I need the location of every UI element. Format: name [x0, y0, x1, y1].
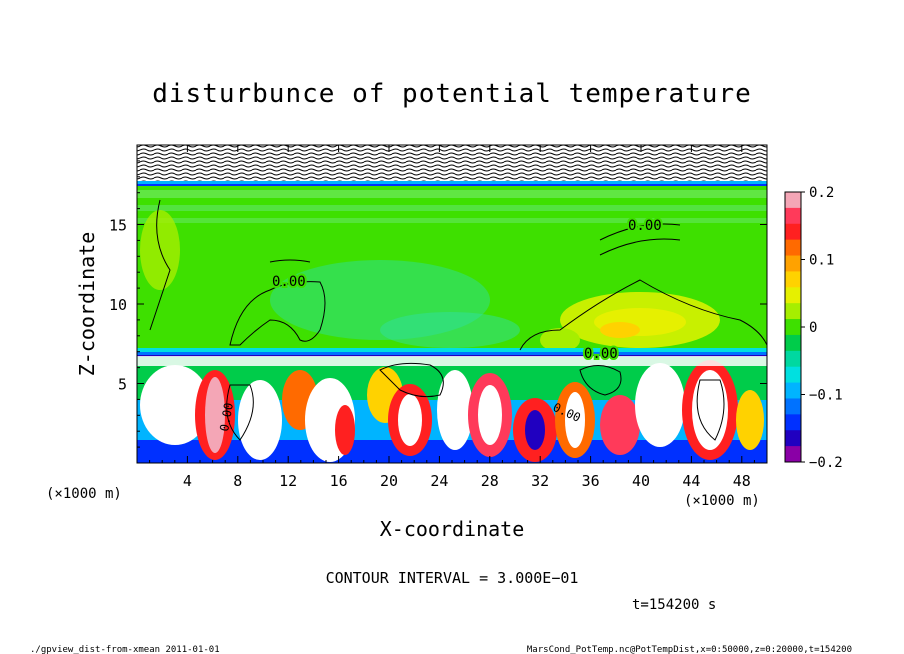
x-unit-right: (×1000 m)	[684, 493, 760, 509]
x-tick-label: 20	[380, 472, 398, 490]
colorbar-swatch	[785, 398, 801, 415]
x-axis-label: X-coordinate	[380, 517, 525, 541]
colorbar-swatch	[785, 334, 801, 352]
y-tick-label: 5	[118, 376, 127, 394]
y-tick-label: 15	[109, 217, 127, 235]
x-tick-label: 4	[183, 472, 192, 490]
chart-title: disturbunce of potential temperature	[152, 79, 752, 109]
contour-label-group: 0.00 0.00 0.00 0.00 0.00	[217, 216, 664, 433]
colorbar	[785, 192, 801, 463]
colorbar-swatch	[785, 319, 801, 336]
colorbar-swatch	[785, 430, 801, 447]
colorbar-tick-label: −0.2	[809, 455, 843, 471]
x-tick-label: 48	[733, 472, 751, 490]
contour-label: 0.00	[217, 402, 236, 433]
x-unit-left: (×1000 m)	[46, 486, 122, 502]
contour-interval: CONTOUR INTERVAL = 3.000E−01	[326, 569, 579, 587]
heatmap-top-noise	[137, 145, 767, 185]
x-tick-label: 12	[279, 472, 297, 490]
contour-label: 0.00	[272, 274, 306, 290]
x-tick-label: 8	[233, 472, 242, 490]
colorbar-swatch	[785, 271, 801, 288]
x-axis: 4 8 12 16 20 24 28 32 36 40 44 48	[149, 145, 755, 490]
x-tick-label: 36	[582, 472, 600, 490]
colorbar-swatch	[785, 382, 801, 399]
colorbar-tick-label: −0.1	[809, 388, 843, 404]
footer-right: MarsCond_PotTemp.nc@PotTempDist,x=0:5000…	[527, 645, 852, 654]
footer-left: ./gpview_dist-from-xmean 2011-01-01	[30, 645, 220, 654]
contour-label: 0.00	[628, 218, 662, 234]
colorbar-swatch	[785, 207, 801, 225]
colorbar-swatch	[785, 350, 801, 368]
colorbar-swatch	[785, 446, 801, 463]
colorbar-swatch	[785, 366, 801, 384]
x-tick-label: 28	[481, 472, 499, 490]
colorbar-swatch	[785, 255, 801, 272]
colorbar-tick-label: 0.2	[809, 185, 834, 201]
x-tick-label: 40	[632, 472, 650, 490]
colorbar-swatch	[785, 303, 801, 320]
x-tick-label: 32	[531, 472, 549, 490]
colorbar-swatch	[785, 239, 801, 257]
y-axis-label: Z-coordinate	[75, 232, 99, 377]
colorbar-swatch	[785, 192, 801, 209]
time-label: t=154200 s	[632, 597, 716, 613]
contour-label: 0.00	[584, 346, 618, 362]
x-tick-label: 44	[682, 472, 700, 490]
x-tick-label: 16	[330, 472, 348, 490]
colorbar-tick-label: 0.1	[809, 253, 834, 269]
colorbar-ticks: 0.2 0.1 0 −0.1 −0.2	[801, 185, 843, 471]
colorbar-swatch	[785, 287, 801, 304]
x-tick-label: 24	[430, 472, 448, 490]
colorbar-swatch	[785, 414, 801, 431]
y-tick-label: 10	[109, 296, 127, 314]
heatmap-lower-cells	[137, 356, 767, 463]
colorbar-tick-label: 0	[809, 320, 817, 336]
plot-area	[137, 145, 767, 463]
contour-lines	[149, 199, 767, 441]
colorbar-swatch	[785, 223, 801, 241]
y-axis: 5 10 15	[109, 160, 767, 448]
